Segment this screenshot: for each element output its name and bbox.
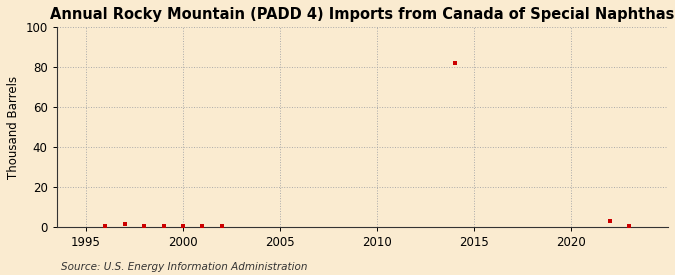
Point [197,224,208,228]
Text: Source: U.S. Energy Information Administration: Source: U.S. Energy Information Administ… [61,262,307,272]
Point [119,222,130,226]
Point [138,224,149,228]
Point [100,224,111,228]
Point [178,224,188,228]
Point [158,224,169,228]
Y-axis label: Thousand Barrels: Thousand Barrels [7,75,20,178]
Point [604,219,615,223]
Point [216,224,227,228]
Title: Annual Rocky Mountain (PADD 4) Imports from Canada of Special Naphthas: Annual Rocky Mountain (PADD 4) Imports f… [50,7,674,22]
Point [624,224,634,228]
Point [449,61,460,65]
